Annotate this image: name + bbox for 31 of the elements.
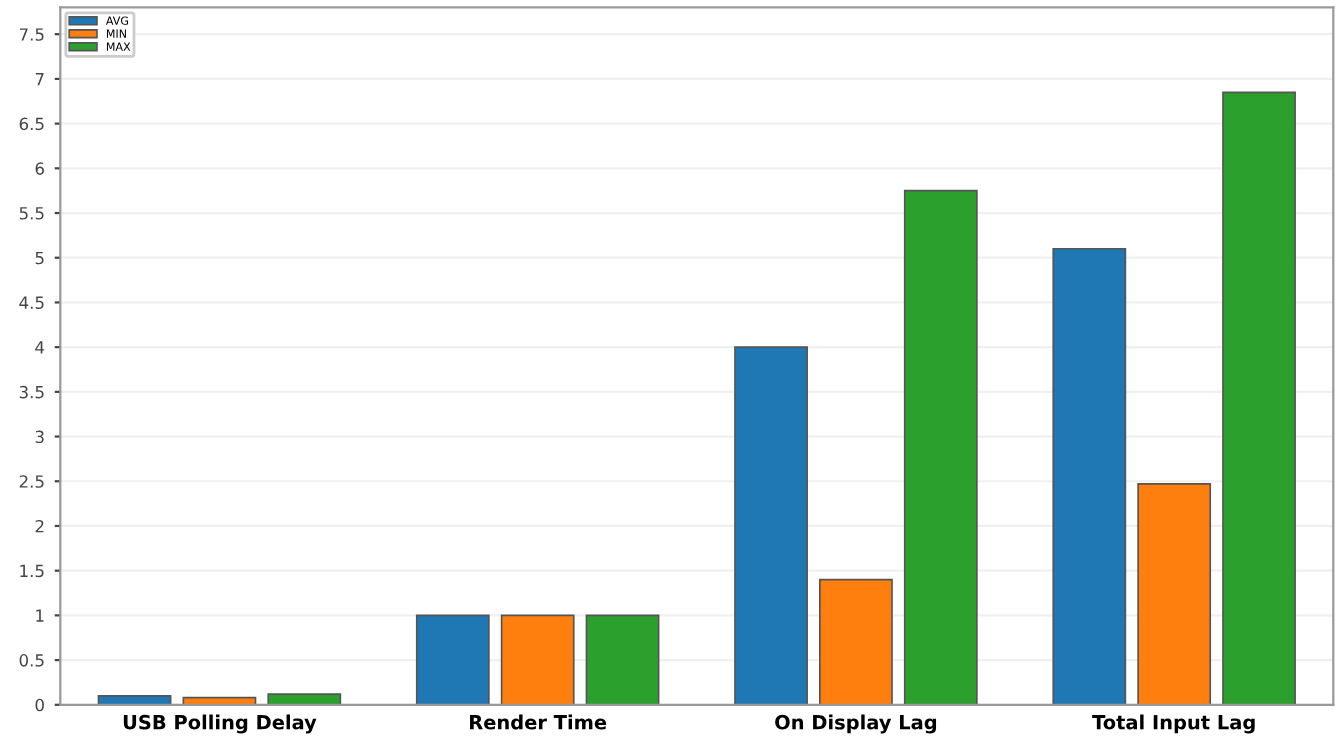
- x-tick-label: On Display Lag: [775, 714, 937, 734]
- bar: [500, 614, 575, 705]
- bar: [267, 693, 342, 705]
- y-tick-label: 4: [35, 341, 45, 354]
- y-tick-label: 7.5: [19, 28, 44, 41]
- bar: [585, 614, 660, 705]
- bar: [415, 614, 490, 705]
- bar: [819, 578, 893, 705]
- y-tick-label: 7: [35, 73, 44, 86]
- y-tick-label: 0: [35, 698, 44, 712]
- y-tick-label: 2: [35, 519, 44, 533]
- bar: [1222, 91, 1296, 705]
- y-tick-label: 6.5: [19, 117, 44, 131]
- bar: [97, 695, 172, 705]
- y-tick-label: 5.5: [19, 207, 44, 220]
- bar: [734, 346, 808, 705]
- y-tick-label: 3.5: [19, 385, 44, 399]
- x-tick-label: USB Polling Delay: [123, 714, 317, 734]
- y-tick-label: 5: [35, 251, 44, 265]
- y-tick-label: 1: [36, 609, 44, 622]
- x-tick-label: Total Input Lag: [1092, 714, 1255, 734]
- y-tick-label: 3: [35, 430, 44, 444]
- x-tick-label: Render Time: [470, 714, 607, 730]
- bar: [903, 189, 978, 705]
- y-tick-label: 2.5: [19, 475, 44, 488]
- y-tick-label: 1.5: [20, 564, 44, 578]
- y-tick-label: 0.5: [19, 654, 44, 667]
- y-tick-label: 6: [35, 162, 44, 175]
- y-tick-label: 4.5: [19, 296, 44, 310]
- bar: [1137, 483, 1212, 705]
- bar: [1052, 247, 1127, 705]
